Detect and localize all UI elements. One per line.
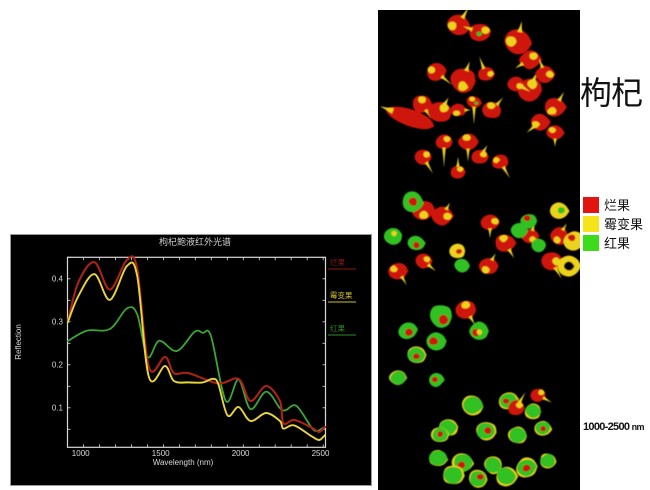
svg-text:Reflection: Reflection <box>14 324 23 360</box>
svg-text:烂果: 烂果 <box>330 257 345 267</box>
svg-text:0.1: 0.1 <box>52 403 64 412</box>
svg-text:Wavelength (nm): Wavelength (nm) <box>153 458 214 467</box>
svg-text:1500: 1500 <box>152 449 170 458</box>
svg-text:2000: 2000 <box>232 449 250 458</box>
svg-text:2500: 2500 <box>312 449 330 458</box>
svg-text:0.4: 0.4 <box>52 275 64 284</box>
svg-text:0.3: 0.3 <box>52 318 64 327</box>
svg-text:枸杞鲍液红外光谱: 枸杞鲍液红外光谱 <box>159 236 231 247</box>
svg-text:霉变果: 霉变果 <box>330 290 353 300</box>
svg-text:1000: 1000 <box>72 449 90 458</box>
svg-text:红果: 红果 <box>330 323 345 333</box>
svg-text:0.2: 0.2 <box>52 360 64 369</box>
